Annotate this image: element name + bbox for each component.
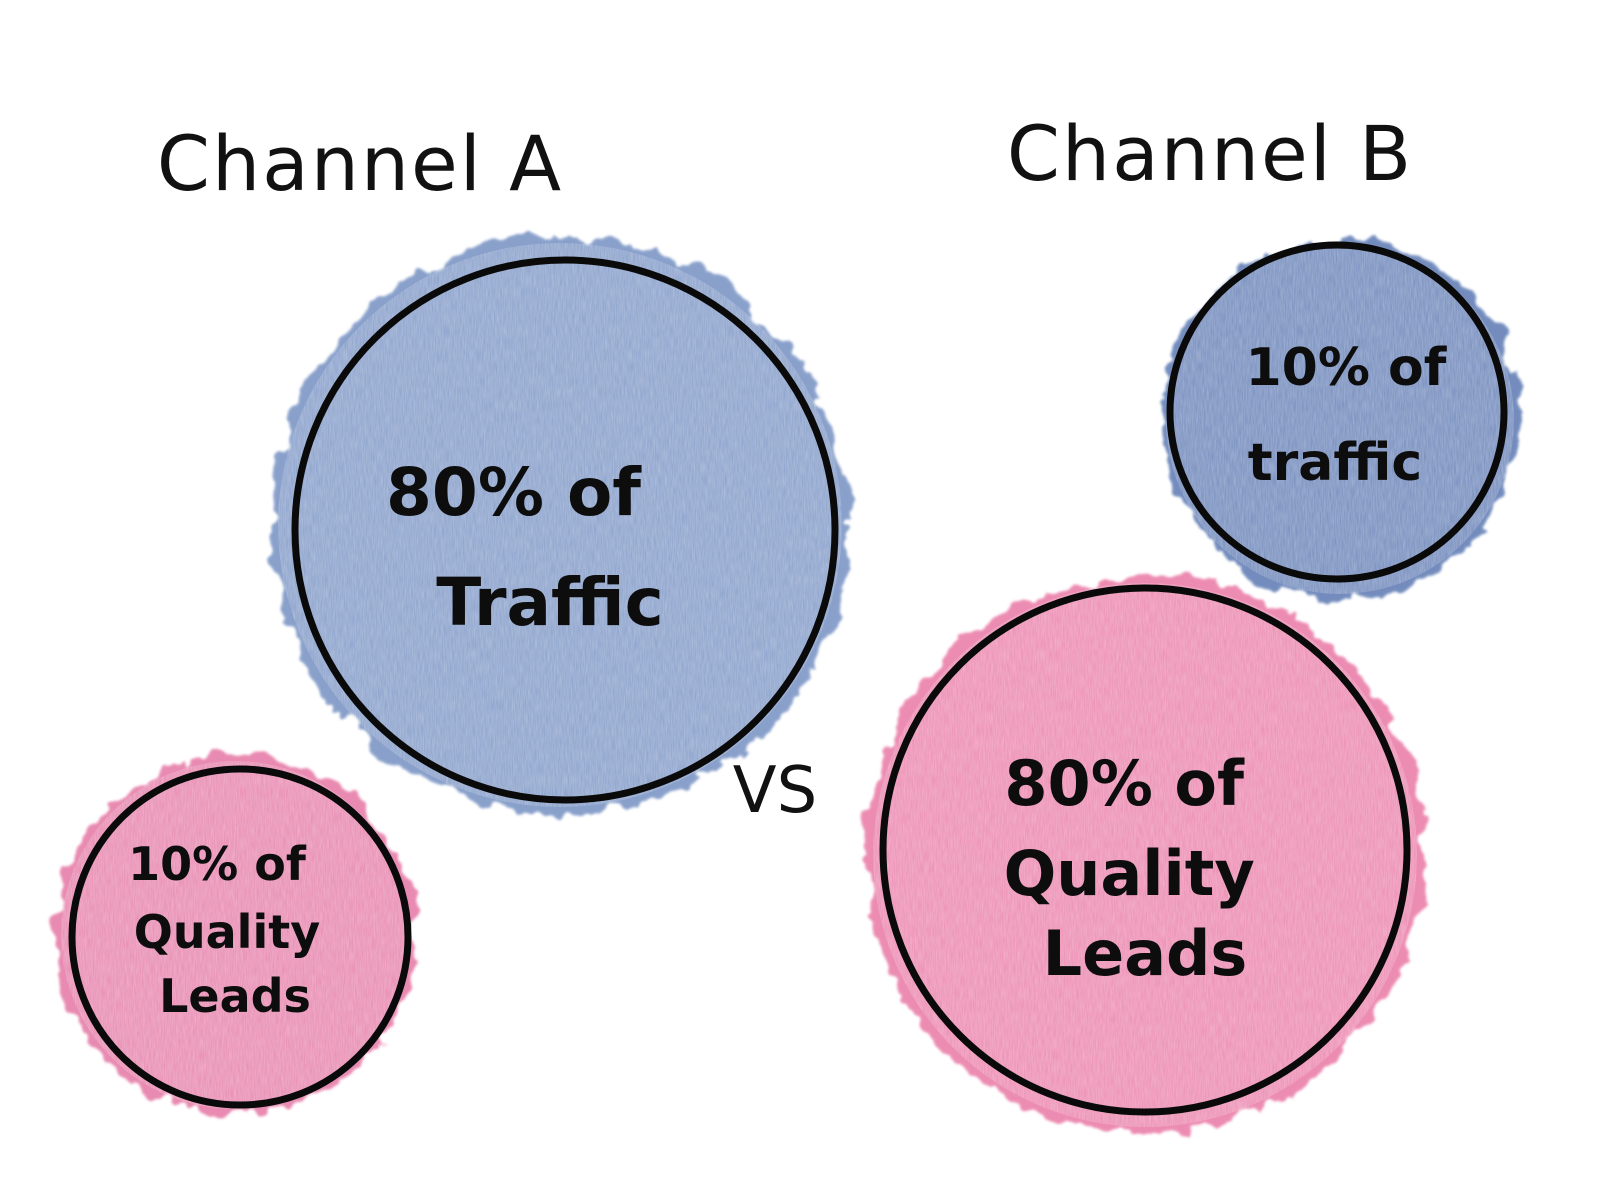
vs-separator: VS (733, 754, 817, 828)
channel-a-traffic-label: 80% of Traffic (386, 454, 664, 641)
channel-a-traffic-outline (291, 256, 839, 804)
channel-b-heading: Channel B (1007, 109, 1413, 198)
channel-b-traffic-grain (1166, 246, 1514, 594)
channel-b-traffic-outline (1166, 241, 1508, 583)
channel-a-traffic-grain (278, 243, 842, 807)
channel-b-traffic-bubble: 10% of traffic (1160, 240, 1520, 600)
channel-b-leads-bubble: 80% of Quality Leads (865, 575, 1425, 1135)
channel-b-traffic-label: 10% of traffic (1245, 338, 1464, 493)
channel-a-traffic-bubble: 80% of Traffic (270, 235, 850, 815)
channel-b-traffic-line-1: 10% of (1245, 338, 1447, 398)
channel-a-traffic-line-1: 80% of (386, 454, 642, 531)
channel-a-leads-label: 10% of Quality Leads (128, 837, 336, 1023)
channel-a-leads-bubble: 10% of Quality Leads (55, 755, 415, 1115)
channel-b-leads-line-2: Quality (1004, 837, 1255, 910)
channel-a-leads-outline (68, 765, 412, 1109)
channel-a-traffic-line-2: Traffic (436, 564, 664, 641)
channel-a-heading: Channel A (157, 119, 563, 208)
channel-a-leads-grain (61, 761, 409, 1109)
channel-b-leads-outline (879, 584, 1411, 1116)
channel-b-leads-line-3: Leads (1043, 917, 1248, 990)
channel-b-leads-grain (873, 583, 1417, 1127)
channel-a-leads-line-1: 10% of (128, 837, 307, 891)
channel-b-leads-label: 80% of Quality Leads (1004, 747, 1277, 990)
channel-b-leads-line-1: 80% of (1004, 747, 1245, 820)
channel-a-leads-line-2: Quality (134, 905, 320, 959)
channel-a-leads-line-3: Leads (159, 969, 311, 1023)
channel-b-traffic-line-2: traffic (1248, 433, 1422, 493)
